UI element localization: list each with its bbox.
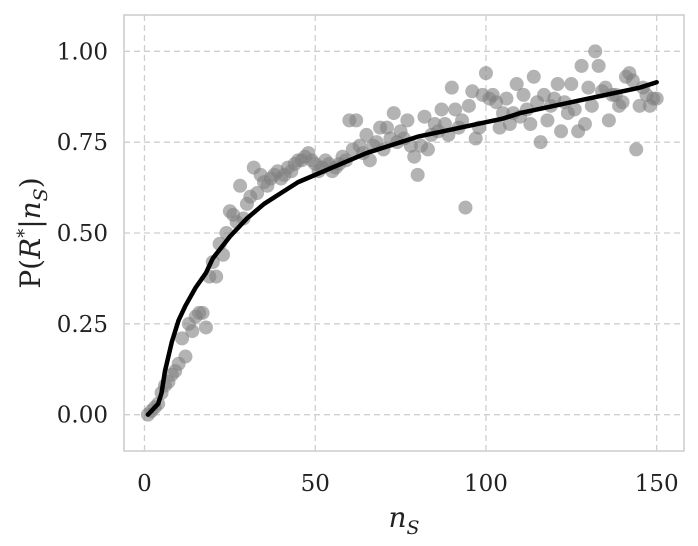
scatter-point <box>362 153 377 168</box>
scatter-point <box>178 349 193 364</box>
scatter-point <box>591 58 606 73</box>
scatter-point <box>407 149 422 164</box>
scatter-point <box>410 167 425 182</box>
scatter-point <box>250 186 265 201</box>
scatter-point <box>550 77 565 92</box>
scatter-point <box>417 109 432 124</box>
fit-curve <box>145 79 659 417</box>
scatter-point <box>209 269 224 284</box>
scatter-point <box>236 211 251 226</box>
x-tick-label: 50 <box>301 471 330 497</box>
scatter-point <box>444 80 459 95</box>
scatter-point <box>499 91 514 106</box>
y-tick-label: 0.25 <box>57 312 108 338</box>
scatter-point <box>516 87 531 102</box>
scatter-point <box>526 69 541 84</box>
x-tick-label: 100 <box>464 471 508 497</box>
scatter-point <box>448 102 463 117</box>
scatter-point <box>379 120 394 135</box>
y-tick-label: 0.00 <box>57 403 108 429</box>
scatter-point <box>581 80 596 95</box>
x-axis-ticks: 0 50 100 150 <box>137 471 678 497</box>
scatter-point <box>359 127 374 142</box>
scatter-point <box>455 113 470 128</box>
scatter-point <box>420 142 435 157</box>
x-axis-label: nS <box>388 501 419 539</box>
y-axis-ticks: 0.00 0.25 0.50 0.75 1.00 <box>57 39 108 428</box>
y-tick-label: 1.00 <box>57 39 108 65</box>
plot-frame <box>123 14 685 452</box>
scatter-point <box>468 131 483 146</box>
scatter-point <box>233 178 248 193</box>
scatter-point <box>185 324 200 339</box>
scatter-point <box>461 98 476 113</box>
scatter-point <box>632 98 647 113</box>
scatter-point <box>458 200 473 215</box>
scatter-point <box>584 98 599 113</box>
x-tick-label: 0 <box>137 471 152 497</box>
x-tick-label: 150 <box>635 471 679 497</box>
scatter-point <box>533 135 548 150</box>
scatter-point <box>615 95 630 110</box>
scatter-point <box>198 320 213 335</box>
scatter-point <box>540 113 555 128</box>
scatter-point <box>554 124 569 139</box>
fit-curve-line <box>145 79 659 417</box>
scatter-point <box>478 66 493 81</box>
scatter-point <box>400 113 415 128</box>
y-tick-label: 0.75 <box>57 130 108 156</box>
scatter-point <box>349 113 364 128</box>
scatter-point <box>175 331 190 346</box>
scatter-point <box>588 44 603 59</box>
y-axis-label: P(R*|nS) <box>14 177 52 288</box>
scatter-point <box>577 117 592 131</box>
scatter-point <box>386 106 401 121</box>
grid-lines <box>124 15 684 451</box>
scatter-point <box>437 117 452 131</box>
scatter-point <box>509 77 524 92</box>
scatter-point <box>523 117 538 131</box>
y-tick-label: 0.50 <box>57 221 108 247</box>
scatter-point <box>502 117 517 131</box>
scatter-point <box>629 142 644 157</box>
scatter-point <box>625 73 640 88</box>
scatter-point <box>601 113 616 128</box>
scatter-point <box>649 91 664 106</box>
scatter-point <box>564 77 579 92</box>
scatter-point <box>574 58 589 73</box>
scatter-point <box>434 102 449 117</box>
scatter-point <box>567 102 582 117</box>
scatter-point <box>195 305 210 320</box>
